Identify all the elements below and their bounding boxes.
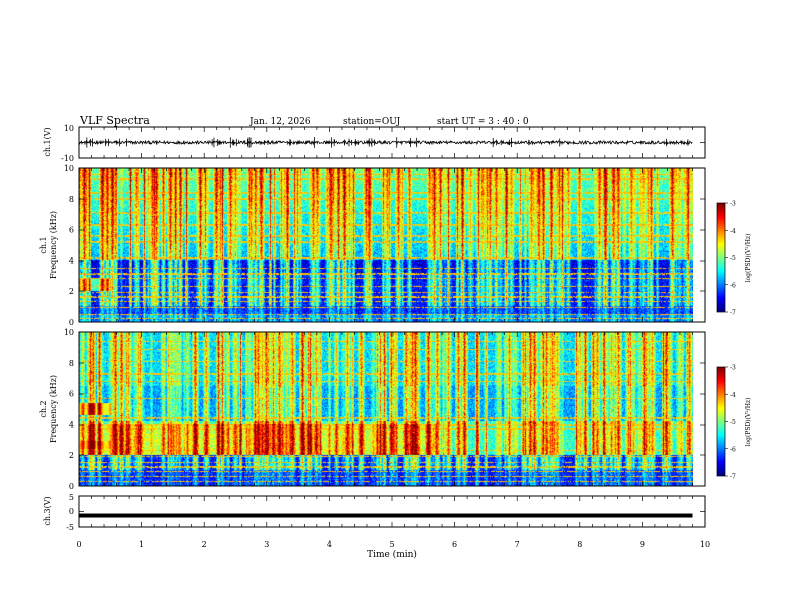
x-tick-label-3: 3 <box>264 540 269 549</box>
x-tick-label-4: 4 <box>327 540 332 549</box>
y-tick-label-10: 10 <box>64 164 74 173</box>
colorbar-tick-label: -4 <box>730 392 736 399</box>
y-tick-label-2: 2 <box>69 451 74 460</box>
x-tick-label-6: 6 <box>452 540 457 549</box>
ch3-ylabel: ch.3(V) <box>43 496 52 525</box>
colorbar-tick-label: -5 <box>730 255 736 262</box>
y-tick-label-10: 10 <box>64 328 74 337</box>
y-tick-label-8: 8 <box>69 195 74 204</box>
ch1-spectrogram-ticks <box>78 167 706 323</box>
ch3-waveform-line <box>79 513 693 518</box>
ch1-channel-label: ch.1 <box>39 236 48 253</box>
colorbar-tick-label: -3 <box>730 201 736 208</box>
station-label: station=OUJ <box>343 117 401 127</box>
ch2-spectrogram-image <box>79 332 693 486</box>
colorbar-tick-label: -3 <box>730 365 736 372</box>
ch2-spectrogram-ticks <box>78 331 706 487</box>
ch1-spikes <box>86 137 689 148</box>
ch1-ylabel: ch.1(V) <box>43 127 52 156</box>
x-axis-label: Time (min) <box>367 549 417 560</box>
ch1-ytick-top: 10 <box>64 124 74 133</box>
ch3-ticks <box>78 495 706 528</box>
ch3-ytick-middle: 0 <box>69 507 74 516</box>
x-tick-label-9: 9 <box>640 540 645 549</box>
ch1-spectrogram-ytick-labels: 0 2 4 6 8 10 <box>64 164 74 327</box>
x-tick-label-5: 5 <box>389 540 394 549</box>
ch1-colorbar <box>717 203 725 312</box>
ch1-waveform-panel: 10 -10 ch.1(V) <box>43 124 706 163</box>
ch2-colorbar-label: log(PSD)(V²/Hz) <box>745 398 752 447</box>
figure-title: VLF Spectra <box>79 114 150 127</box>
date-label: Jan. 12, 2026 <box>249 117 311 127</box>
x-tick-label-8: 8 <box>577 540 582 549</box>
colorbar-tick-label: -6 <box>730 446 736 453</box>
colorbar-tick-label: -7 <box>730 474 736 481</box>
ch1-waveform-line <box>79 139 693 146</box>
ch3-ytick-bottom: -5 <box>66 523 74 532</box>
colorbar-tick-label: -4 <box>730 228 736 235</box>
ch1-ytick-bottom: -10 <box>61 154 74 163</box>
ch2-colorbar <box>717 367 725 476</box>
colorbar-tick-label: -7 <box>730 310 736 317</box>
ch1-frequency-label: Frequency (kHz) <box>49 211 58 279</box>
y-tick-label-0: 0 <box>69 482 74 491</box>
y-tick-label-2: 2 <box>69 287 74 296</box>
ch3-waveform-panel: 5 0 -5 ch.3(V) <box>43 493 706 532</box>
colorbar-tick-label: -6 <box>730 282 736 289</box>
y-tick-label-6: 6 <box>69 226 74 235</box>
ch3-ytick-top: 5 <box>69 493 74 502</box>
y-tick-label-6: 6 <box>69 390 74 399</box>
ch2-spectrogram-ytick-labels: 0 2 4 6 8 10 <box>64 328 74 491</box>
colorbar-tick-label: -5 <box>730 419 736 426</box>
ch1-ticks <box>78 126 706 159</box>
x-axis-tick-labels: 0 1 2 3 4 5 6 7 8 9 10 <box>76 540 710 549</box>
y-tick-label-0: 0 <box>69 318 74 327</box>
x-tick-label-1: 1 <box>139 540 144 549</box>
x-tick-label-7: 7 <box>515 540 520 549</box>
ch1-colorbar-ticks: -3 -4 -5 -6 -7 <box>725 201 736 317</box>
x-tick-label-10: 10 <box>700 540 710 549</box>
x-tick-label-2: 2 <box>202 540 207 549</box>
y-tick-label-8: 8 <box>69 359 74 368</box>
ch2-frequency-label: Frequency (kHz) <box>49 375 58 443</box>
y-tick-label-4: 4 <box>69 420 74 429</box>
ch2-colorbar-ticks: -3 -4 -5 -6 -7 <box>725 365 736 481</box>
ch1-spectrogram-image <box>79 168 693 322</box>
y-tick-label-4: 4 <box>69 256 74 265</box>
ch2-channel-label: ch.2 <box>39 400 48 417</box>
ch1-colorbar-label: log(PSD)(V²/Hz) <box>745 234 752 283</box>
x-tick-label-0: 0 <box>76 540 81 549</box>
start-ut-label: start UT = 3 : 40 : 0 <box>437 117 529 127</box>
